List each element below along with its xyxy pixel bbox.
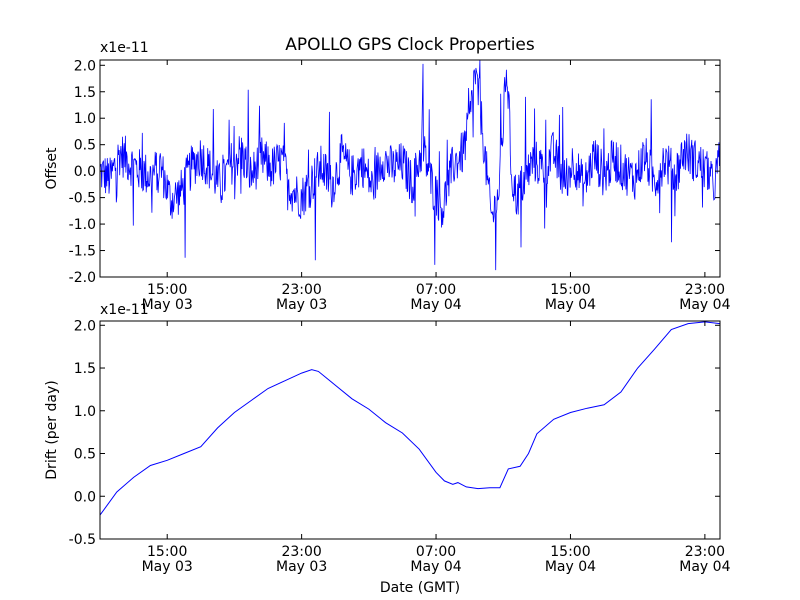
y-tick-label: -0.5: [69, 191, 96, 207]
y-tick-label: 1.0: [74, 404, 96, 420]
y-tick-label: 2.0: [74, 58, 96, 74]
x-tick-label-time: 23:00: [281, 282, 321, 298]
x-tick-label-time: 23:00: [685, 282, 725, 298]
x-tick-label-date: May 03: [142, 559, 193, 575]
axis-multiplier: x1e-11: [100, 40, 149, 56]
x-tick-label-date: May 04: [545, 559, 596, 575]
x-axis-label: Date (GMT): [380, 580, 460, 596]
x-tick-label-date: May 04: [410, 297, 461, 313]
y-tick-label: 0.5: [74, 138, 96, 154]
x-tick-label-time: 23:00: [685, 544, 725, 560]
x-tick-label-date: May 04: [410, 559, 461, 575]
x-tick-label-time: 15:00: [550, 544, 590, 560]
x-tick-label-date: May 04: [545, 297, 596, 313]
y-tick-label: 0.0: [74, 164, 96, 180]
y-axis-label: Drift (per day): [44, 380, 60, 479]
x-tick-label-date: May 04: [679, 297, 730, 313]
offset-panel: -2.0-1.5-1.0-0.50.00.51.01.52.015:00May …: [44, 40, 731, 313]
y-tick-label: -2.0: [69, 270, 96, 286]
y-tick-label: 0.5: [74, 447, 96, 463]
plot-frame: [99, 320, 721, 540]
x-tick-label-date: May 03: [142, 297, 193, 313]
x-tick-label-time: 23:00: [281, 544, 321, 560]
x-tick-label-time: 15:00: [147, 282, 187, 298]
x-tick-label-time: 15:00: [550, 282, 590, 298]
y-axis-label: Offset: [44, 147, 60, 190]
x-tick-label-date: May 03: [276, 559, 327, 575]
y-tick-label: -1.5: [69, 244, 96, 260]
axis-multiplier: x1e-11: [100, 302, 149, 318]
y-tick-label: -0.5: [69, 532, 96, 548]
x-tick-label-time: 15:00: [147, 544, 187, 560]
x-tick-label-time: 07:00: [416, 544, 456, 560]
y-tick-label: 1.5: [74, 85, 96, 101]
y-tick-label: 2.0: [74, 318, 96, 334]
chart-title: APOLLO GPS Clock Properties: [285, 35, 535, 55]
x-tick-label-time: 07:00: [416, 282, 456, 298]
y-tick-label: 1.0: [74, 111, 96, 127]
plot-frame: [99, 59, 721, 278]
y-tick-label: -1.0: [69, 217, 96, 233]
x-tick-label-date: May 03: [276, 297, 327, 313]
x-tick-label-date: May 04: [679, 559, 730, 575]
y-tick-label: 0.0: [74, 489, 96, 505]
y-tick-label: 1.5: [74, 361, 96, 377]
series-line-0: [100, 60, 720, 271]
series-line-0: [100, 321, 720, 516]
